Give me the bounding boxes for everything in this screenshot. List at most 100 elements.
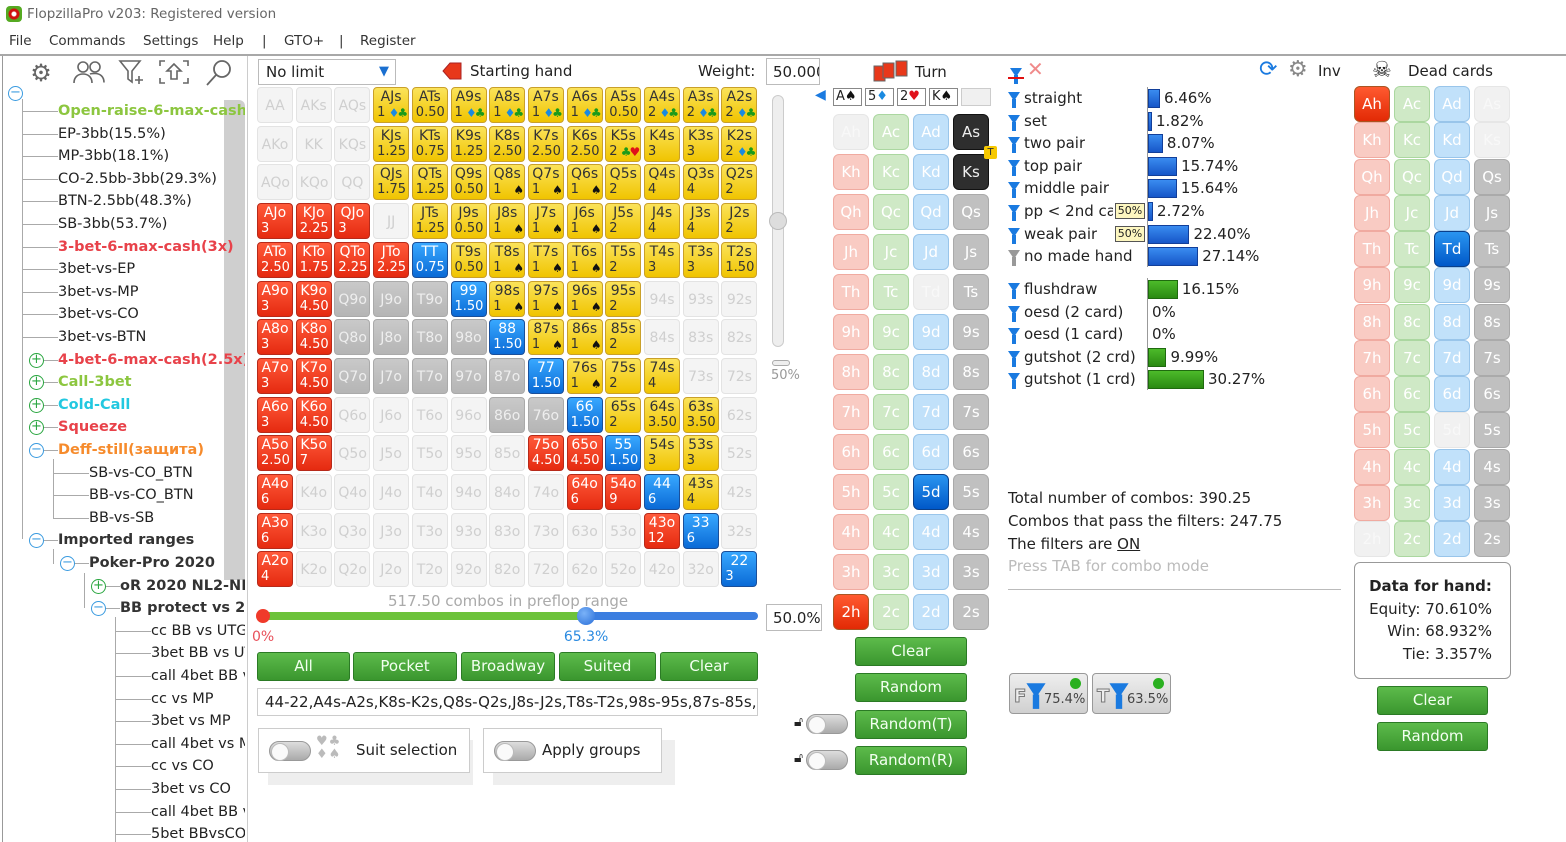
tree-item[interactable]: 4-bet-6-max-cash(2.5x) [58,351,245,368]
hand-cell[interactable]: A7s 1 ♦♣ [527,87,564,123]
hand-cell[interactable]: T8s 1 ♠ [489,241,526,278]
hand-cell[interactable]: T8o [411,319,448,356]
random-turn-toggle[interactable] [806,714,848,734]
menu-gto[interactable]: GTO+ [284,33,325,49]
tree-item[interactable]: SB-3bb(53.7%) [58,216,168,232]
lock-icon[interactable]: 🔓︎ [794,714,804,730]
filter-icon[interactable] [1008,305,1020,322]
hand-cell[interactable]: 93s [682,280,719,317]
hand-cell[interactable]: 77 1.50 [527,357,564,394]
hand-cell[interactable]: 72o [527,551,564,588]
hand-cell[interactable]: AKo [257,125,293,162]
hand-cell[interactable]: K8s 2.50 [489,125,526,162]
hand-cell[interactable]: 75o 4.50 [527,435,564,472]
hand-cell[interactable]: A3s 2 ♦♣ [682,87,719,123]
hand-cell[interactable]: JTo 2.25 [373,241,410,278]
tree-item[interactable]: cc BB vs UTG [151,622,245,639]
turn-card-3s[interactable]: 3s [953,554,989,590]
hand-cell[interactable]: 32s [721,512,758,549]
hand-cell[interactable]: 85o [489,435,526,472]
tree-item[interactable]: 3-bet-6-max-cash(3x) [58,238,234,255]
starting-hand-icon[interactable] [442,62,462,80]
turn-card-4s[interactable]: 4s [953,514,989,550]
hand-cell[interactable]: 95s 2 [605,280,642,317]
hand-cell[interactable]: AKs [295,87,332,123]
dead-card-jd[interactable]: Jd [1434,194,1470,231]
dead-card-9s[interactable]: 9s [1474,267,1510,304]
hand-cell[interactable]: 64s 3.50 [644,396,680,433]
hand-cell[interactable]: A2o 4 [257,551,293,588]
dead-card-5h[interactable]: 5h [1354,412,1390,449]
dead-card-2h[interactable]: 2h [1354,521,1390,557]
turn-card-jh[interactable]: Jh [833,234,869,270]
hand-cell[interactable]: A4s 2 ♦♣ [644,87,680,123]
dead-card-3h[interactable]: 3h [1354,484,1390,521]
game-type-select[interactable]: No limit ▼ [258,59,396,85]
filter-row[interactable]: middle pair [1008,177,1109,199]
tree-item[interactable]: MP-3bb(18.1%) [58,148,170,165]
hand-cell[interactable]: K9o 4.50 [295,280,332,317]
turn-card-ts[interactable]: Ts [953,274,989,310]
dead-card-2c[interactable]: 2c [1394,521,1430,557]
turn-card-ks[interactable]: Ks T [953,146,997,190]
hand-cell[interactable]: 65o 4.50 [566,435,603,472]
turn-card-8d[interactable]: 8d [913,354,949,390]
tree-item[interactable]: cc vs CO [151,758,214,775]
lock-icon[interactable]: 🔓︎ [794,750,804,766]
hand-cell[interactable]: 54o 9 [605,474,642,510]
tree-item[interactable]: EP-3bb(15.5%) [58,125,166,142]
hand-cell[interactable]: ATs 0.50 [411,87,448,123]
hand-cell[interactable]: Q2s 2 [721,164,758,201]
hand-cell[interactable]: Q6s 1 ♠ [566,164,603,201]
dead-card-5s[interactable]: 5s [1474,412,1510,449]
dead-card-7d[interactable]: 7d [1434,339,1470,376]
filter-icon[interactable] [1008,159,1020,176]
hand-cell[interactable]: 44 6 [644,474,680,510]
turn-card-6d[interactable]: 6d [913,434,949,470]
hand-cell[interactable]: 82o [489,551,526,588]
dead-card-ah[interactable]: Ah [1354,86,1390,122]
hand-cell[interactable]: J3s 4 [682,203,719,240]
turn-card-tc[interactable]: Tc [873,274,909,310]
hand-cell[interactable]: K7s 2.50 [527,125,564,162]
turn-card-th[interactable]: Th [833,274,869,310]
hand-cell[interactable]: K4s 3 [644,125,680,162]
turn-random-button[interactable]: Random [855,673,967,702]
dead-card-kc[interactable]: Kc [1394,122,1430,159]
tree-item[interactable]: cc vs MP [151,690,214,707]
filter-row[interactable]: oesd (1 card) [1008,323,1123,345]
hand-cell[interactable]: JTs 1.25 [411,203,448,240]
dead-card-8s[interactable]: 8s [1474,303,1510,340]
refresh-icon[interactable]: ⟳ [1259,57,1278,82]
board-card[interactable]: 5♦ [865,88,894,106]
turn-card-qs[interactable]: Qs [953,194,989,230]
tree-item[interactable]: SB-vs-CO_BTN [89,464,193,481]
tree-item[interactable]: BB-vs-CO_BTN [89,487,194,504]
pocket-button[interactable]: Pocket [353,652,457,681]
turn-card-7c[interactable]: 7c [873,394,909,430]
dead-card-8d[interactable]: 8d [1434,303,1470,340]
tree-item[interactable]: call 4bet BB vs [151,668,245,684]
hand-cell[interactable]: AJo 3 [257,203,293,240]
turn-card-4c[interactable]: 4c [873,514,909,550]
dead-card-jc[interactable]: Jc [1394,194,1430,231]
turn-clear-button[interactable]: Clear [855,637,967,666]
tree-item[interactable]: call 4bet BB vs [151,803,245,820]
hand-cell[interactable]: 55 1.50 [605,435,642,472]
filter-weight-tag[interactable]: 50% [1115,203,1145,219]
hand-cell[interactable]: Q9o [334,280,371,317]
hand-cell[interactable]: 33 6 [682,512,719,549]
hand-cell[interactable]: A8s 1 ♦♣ [489,87,526,123]
hand-cell[interactable]: 62s [721,396,758,433]
turn-card-2h[interactable]: 2h [833,594,869,630]
filter-icon[interactable] [1008,205,1020,221]
turn-card-ah[interactable]: Ah [833,114,869,150]
hand-cell[interactable]: 88 1.50 [489,319,526,356]
dead-card-9h[interactable]: 9h [1354,267,1390,304]
dead-card-qc[interactable]: Qc [1394,158,1430,195]
hand-cell[interactable]: 94s [644,280,680,317]
board-card[interactable]: K♠ [929,88,958,106]
hand-cell[interactable]: A6s 1 ♦♣ [566,87,603,123]
dead-card-8c[interactable]: 8c [1394,303,1430,340]
dead-card-6h[interactable]: 6h [1354,376,1390,412]
